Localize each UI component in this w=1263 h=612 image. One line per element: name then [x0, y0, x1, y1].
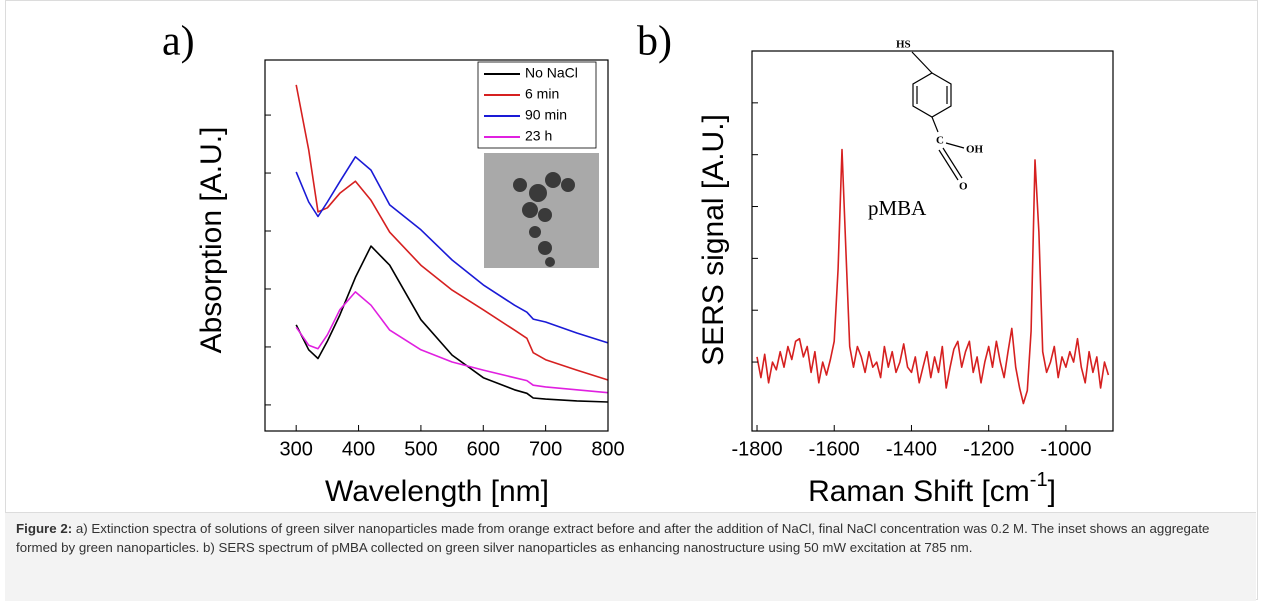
data-line	[295, 291, 609, 394]
y-axis-label: Absorption [A.U.]	[195, 127, 228, 354]
x-tick-label: 700	[529, 438, 562, 460]
x-label-end: ]	[1048, 475, 1056, 508]
x-tick-label: 500	[404, 438, 437, 460]
x-label-main: Raman Shift [cm	[808, 475, 1030, 508]
legend-label: 23 h	[525, 128, 552, 144]
molecule	[911, 51, 965, 181]
molecule-label: C	[936, 135, 944, 147]
x-tick-label: 400	[342, 438, 375, 460]
molecule-label: OH	[966, 144, 984, 156]
x-axis-label: Raman Shift [cm-1]	[808, 469, 1056, 508]
x-tick-label: -1600	[809, 438, 860, 460]
data-line	[295, 245, 609, 403]
x-tick-label: -1200	[963, 438, 1014, 460]
legend-label: 6 min	[525, 86, 559, 102]
data-line	[756, 148, 1110, 405]
x-tick-label: -1000	[1040, 438, 1091, 460]
inset-particles	[513, 172, 575, 267]
figure: a) b) Wavelength [nm] Absorption [A.U.] …	[162, 19, 1114, 508]
caption-text: a) Extinction spectra of solutions of gr…	[16, 521, 1210, 555]
molecule-label: O	[959, 181, 968, 193]
data-line	[295, 84, 609, 381]
x-tick-label: -1400	[886, 438, 937, 460]
plot-frame	[264, 59, 609, 432]
legend-label: No NaCl	[525, 65, 578, 81]
x-tick-label: -1800	[731, 438, 782, 460]
x-axis-label: Wavelength [nm]	[325, 475, 549, 508]
x-tick-label: 300	[279, 438, 312, 460]
molecule-name: pMBA	[868, 196, 927, 220]
caption-label: Figure 2:	[16, 521, 73, 536]
data-line	[295, 156, 609, 344]
legend-box	[477, 61, 597, 149]
x-label-sup: -1	[1030, 469, 1048, 491]
y-axis-label: SERS signal [A.U.]	[697, 114, 730, 366]
plot-frame	[751, 50, 1114, 432]
x-tick-label: 800	[591, 438, 624, 460]
x-tick-label: 600	[467, 438, 500, 460]
panel-label: b)	[637, 19, 672, 65]
molecule-label: HS	[896, 39, 911, 51]
caption: Figure 2: a) Extinction spectra of solut…	[5, 512, 1256, 601]
legend-label: 90 min	[525, 107, 567, 123]
panel-label: a)	[162, 19, 195, 65]
